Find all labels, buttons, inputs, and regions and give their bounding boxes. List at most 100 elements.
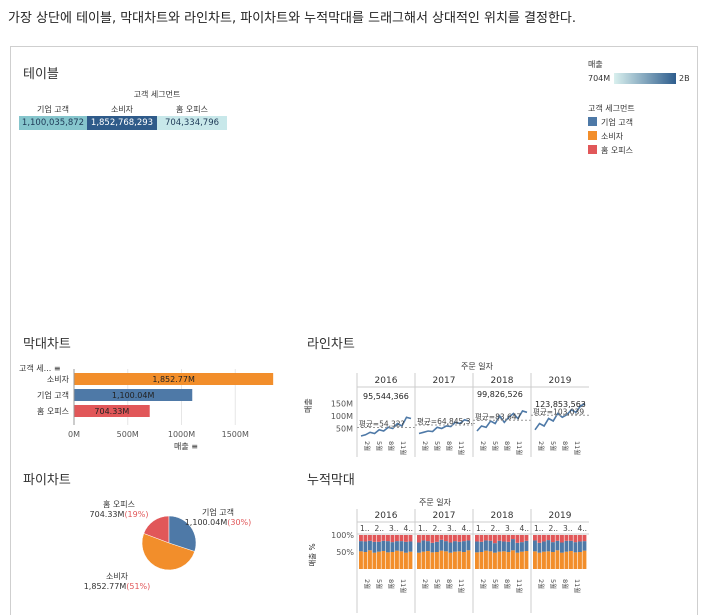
stack-seg-corp [395, 541, 399, 551]
bar-1 [74, 389, 193, 401]
stack-seg-consumer [493, 552, 497, 569]
pie-slice-1 [168, 515, 197, 552]
legend-item-corp[interactable]: 기업 고객 [588, 117, 633, 129]
line-month-label: 2월 [537, 441, 546, 451]
bar-row-header[interactable]: 고객 세... ≡ [19, 363, 61, 374]
stack-seg-home [484, 535, 488, 541]
line-month-label: 11월 [399, 441, 408, 455]
line-month-label: 5월 [491, 441, 500, 451]
stack-seg-consumer [399, 551, 404, 569]
stack-month-label: 8월 [561, 579, 570, 589]
stack-seg-corp [404, 541, 408, 553]
pie-label-consumer-name: 소비자 [105, 572, 129, 581]
line-average-label: 평균=64,845,3.. [417, 416, 475, 426]
stack-seg-home [479, 535, 484, 542]
stack-seg-home [417, 535, 421, 543]
line-panel-title: 라인차트 [307, 337, 355, 352]
line-tick-label: 100M [331, 412, 353, 421]
bar-category-label: 소비자 [47, 375, 70, 384]
stack-seg-home [386, 535, 390, 542]
line-month-label: 2월 [421, 441, 430, 451]
stack-seg-home [448, 535, 453, 543]
stack-seg-corp [555, 540, 560, 551]
stack-seg-consumer [359, 551, 363, 569]
stack-month-label: 11월 [457, 579, 466, 593]
pie-label-consumer: 소비자 1,852.77M(51%) [77, 571, 157, 591]
stack-seg-corp [569, 540, 573, 551]
stack-quarter-label: 2.. [433, 524, 443, 533]
stack-seg-corp [551, 542, 555, 552]
stack-seg-home [466, 535, 471, 541]
stack-seg-corp [578, 541, 582, 552]
bar-panel-title: 막대차트 [23, 337, 71, 352]
stack-seg-home [537, 535, 542, 543]
table-cell-corp[interactable]: 1,100,035,872 [19, 116, 87, 130]
stack-seg-corp [386, 541, 390, 553]
stack-seg-corp [511, 539, 515, 551]
stack-seg-consumer [479, 552, 484, 569]
legend-label-home: 홈 오피스 [601, 146, 633, 155]
stack-seg-home [430, 535, 435, 543]
pie-label-corp: 기업 고객 1,100.04M(30%) [179, 507, 257, 527]
table-col-consumer: 소비자 [110, 105, 134, 114]
sales-legend-max: 2B [679, 74, 690, 83]
stack-seg-home [421, 535, 426, 541]
swatch-home [588, 145, 597, 154]
stack-y-axis-title: 매출 % [307, 543, 317, 566]
stack-seg-consumer [395, 550, 399, 569]
stack-seg-home [488, 535, 493, 541]
stack-month-label: 8월 [503, 579, 512, 589]
stack-seg-corp [582, 541, 587, 551]
stack-quarter-label: 3.. [505, 524, 515, 533]
stack-seg-corp [484, 540, 488, 551]
stack-seg-home [404, 535, 408, 542]
stack-year-label: 2019 [549, 511, 572, 521]
line-series-2016 [360, 416, 412, 437]
stack-month-label: 5월 [433, 579, 442, 589]
line-series-2017 [418, 418, 470, 435]
stack-seg-consumer [573, 552, 578, 569]
stack-seg-home [560, 535, 564, 543]
pie-label-consumer-pct: (51%) [126, 582, 151, 591]
stack-seg-consumer [390, 552, 395, 569]
stack-seg-consumer [502, 551, 506, 569]
stack-seg-home [546, 535, 551, 541]
stack-seg-consumer [386, 552, 390, 569]
stack-seg-consumer [515, 552, 520, 569]
legend-item-consumer[interactable]: 소비자 [588, 131, 623, 143]
stack-seg-consumer [444, 551, 448, 569]
stack-month-label: 11월 [515, 579, 524, 593]
legend-item-home[interactable]: 홈 오피스 [588, 145, 633, 157]
bar-tick-label: 0M [68, 430, 80, 439]
sort-icon[interactable]: ≡ [191, 442, 198, 451]
table-cell-home[interactable]: 704,334,796 [157, 116, 227, 130]
stack-seg-consumer [537, 552, 542, 569]
line-month-label: 11월 [573, 441, 582, 455]
stack-seg-consumer [368, 550, 372, 569]
stack-seg-corp [493, 543, 497, 553]
stack-seg-corp [564, 540, 569, 552]
stack-seg-consumer [484, 550, 488, 569]
line-month-label: 2월 [363, 441, 372, 451]
bar-data-label: 1,852.77M [152, 375, 195, 384]
bar-row-header-label: 고객 세... [19, 364, 52, 373]
stack-seg-corp [573, 542, 578, 553]
stack-quarter-label: 1.. [534, 524, 544, 533]
table-cell-consumer[interactable]: 1,852,768,293 [87, 116, 157, 130]
stack-seg-corp [421, 540, 426, 552]
stack-seg-consumer [466, 550, 471, 569]
stack-seg-consumer [421, 551, 426, 569]
stack-seg-consumer [582, 550, 587, 569]
sort-icon[interactable]: ≡ [53, 364, 61, 373]
sales-legend-min: 704M [588, 74, 611, 83]
line-month-label: 8월 [445, 441, 454, 451]
line-month-label: 5월 [549, 441, 558, 451]
stack-seg-consumer [377, 551, 381, 569]
stack-seg-corp [466, 540, 471, 551]
stack-seg-consumer [551, 552, 555, 569]
line-year-label: 2017 [433, 376, 456, 386]
line-year-label: 2016 [375, 376, 398, 386]
stack-seg-home [359, 535, 363, 542]
bar-data-label: 704.33M [94, 407, 129, 416]
stack-seg-corp [390, 542, 395, 552]
